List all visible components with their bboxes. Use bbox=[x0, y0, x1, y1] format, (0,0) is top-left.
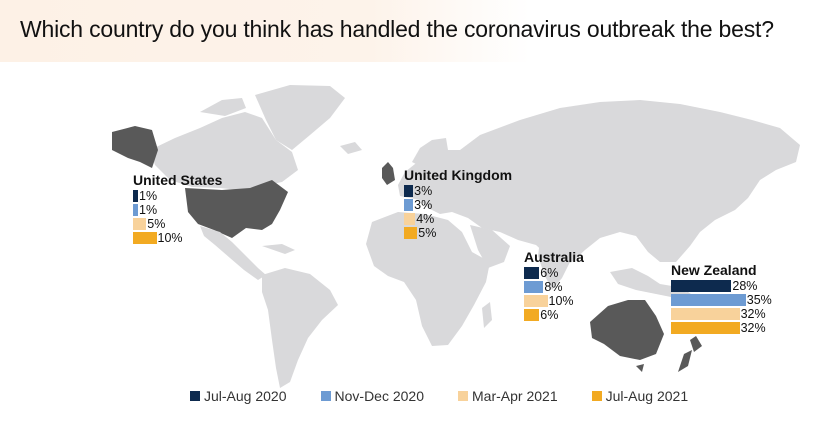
title-band bbox=[0, 0, 530, 62]
country-group-united-states: United States 1% 1% 5% 10% bbox=[133, 172, 222, 244]
legend-swatch bbox=[458, 391, 469, 401]
legend-label: Jul-Aug 2020 bbox=[204, 388, 287, 404]
bar-row: 32% bbox=[671, 321, 772, 334]
bar-row: 32% bbox=[671, 307, 772, 320]
bar bbox=[524, 280, 544, 293]
page-title: Which country do you think has handled t… bbox=[20, 16, 774, 42]
bar bbox=[671, 293, 746, 306]
bar-value-label: 3% bbox=[414, 197, 433, 212]
country-name: United Kingdom bbox=[404, 167, 513, 183]
bar-row: 28% bbox=[671, 279, 772, 292]
map-arabia bbox=[470, 225, 510, 268]
map-canada bbox=[150, 112, 298, 190]
bar bbox=[671, 307, 740, 320]
legend-swatch bbox=[591, 391, 602, 401]
map-greenland bbox=[255, 85, 345, 150]
bar-value-label: 6% bbox=[540, 307, 559, 322]
bar bbox=[524, 294, 548, 307]
country-group-australia: Australia 6% 8% 10% 6% bbox=[524, 249, 584, 321]
legend-swatch bbox=[320, 391, 331, 401]
bar-value-label: 6% bbox=[540, 265, 559, 280]
country-name: Australia bbox=[524, 249, 584, 265]
bar-row: 6% bbox=[524, 266, 584, 279]
bar-row: 6% bbox=[524, 308, 584, 321]
bar bbox=[404, 212, 416, 225]
map-australia bbox=[590, 300, 664, 360]
country-group-new-zealand: New Zealand 28% 35% 32% 32% bbox=[671, 262, 772, 334]
bar-value-label: 4% bbox=[416, 211, 435, 226]
map-scandinavia bbox=[412, 138, 448, 168]
legend-label: Nov-Dec 2020 bbox=[334, 388, 425, 404]
country-name: United States bbox=[133, 172, 223, 188]
bar-value-label: 32% bbox=[740, 306, 766, 321]
legend-label: Jul-Aug 2021 bbox=[605, 388, 689, 404]
map-arctic-islands bbox=[200, 98, 246, 116]
map-new-zealand-south bbox=[678, 350, 692, 372]
legend-item-mar-apr-2021: Mar-Apr 2021 bbox=[458, 388, 558, 404]
map-iceland bbox=[340, 142, 362, 154]
bar bbox=[133, 231, 157, 244]
map-se-asia bbox=[610, 268, 686, 298]
bar bbox=[133, 203, 139, 216]
map-eurasia bbox=[398, 100, 800, 266]
bar-row: 5% bbox=[133, 217, 222, 230]
bar bbox=[404, 226, 418, 239]
legend: Jul-Aug 2020 Nov-Dec 2020 Mar-Apr 2021 J… bbox=[190, 388, 688, 404]
map-south-america bbox=[262, 268, 338, 388]
bar-row: 10% bbox=[133, 231, 222, 244]
bar-value-label: 8% bbox=[544, 279, 563, 294]
bar bbox=[133, 217, 147, 230]
bar-row: 1% bbox=[133, 203, 222, 216]
legend-item-nov-dec-2020: Nov-Dec 2020 bbox=[320, 388, 425, 404]
map-tasmania bbox=[636, 364, 644, 372]
bar bbox=[524, 308, 540, 321]
bar-value-label: 1% bbox=[139, 202, 158, 217]
legend-item-jul-aug-2020: Jul-Aug 2020 bbox=[190, 388, 287, 404]
bar bbox=[404, 184, 414, 197]
bar bbox=[524, 266, 540, 279]
bar-value-label: 1% bbox=[139, 188, 158, 203]
map-central-america bbox=[200, 226, 266, 280]
map-uk bbox=[382, 162, 395, 185]
map-alaska bbox=[112, 126, 158, 168]
bar-row: 1% bbox=[133, 189, 222, 202]
legend-swatch bbox=[190, 391, 200, 401]
map-caribbean bbox=[262, 244, 295, 254]
bar-value-label: 10% bbox=[548, 293, 574, 308]
map-japan bbox=[712, 182, 728, 214]
bar-row: 4% bbox=[404, 212, 512, 225]
country-group-united-kingdom: United Kingdom 3% 3% 4% 5% bbox=[404, 167, 512, 239]
bar-value-label: 3% bbox=[414, 183, 433, 198]
bar bbox=[671, 279, 732, 292]
map-usa bbox=[185, 180, 288, 238]
map-india bbox=[538, 240, 572, 290]
bar-value-label: 5% bbox=[418, 225, 437, 240]
bar-row: 3% bbox=[404, 198, 512, 211]
bar bbox=[671, 321, 740, 334]
map-madagascar bbox=[482, 302, 492, 328]
legend-label: Mar-Apr 2021 bbox=[472, 388, 558, 404]
map-africa bbox=[366, 212, 490, 346]
bar-row: 35% bbox=[671, 293, 772, 306]
country-name: New Zealand bbox=[671, 262, 757, 278]
bar-row: 3% bbox=[404, 184, 512, 197]
bar-row: 5% bbox=[404, 226, 512, 239]
bar-value-label: 28% bbox=[732, 278, 758, 293]
bar-row: 8% bbox=[524, 280, 584, 293]
bar-value-label: 35% bbox=[746, 292, 772, 307]
bar bbox=[133, 189, 139, 202]
bar-value-label: 10% bbox=[157, 230, 183, 245]
bar-value-label: 32% bbox=[740, 320, 766, 335]
bar-row: 10% bbox=[524, 294, 584, 307]
map-new-zealand-north bbox=[690, 336, 702, 352]
bar bbox=[404, 198, 414, 211]
legend-item-jul-aug-2021: Jul-Aug 2021 bbox=[591, 388, 689, 404]
bar-value-label: 5% bbox=[147, 216, 166, 231]
